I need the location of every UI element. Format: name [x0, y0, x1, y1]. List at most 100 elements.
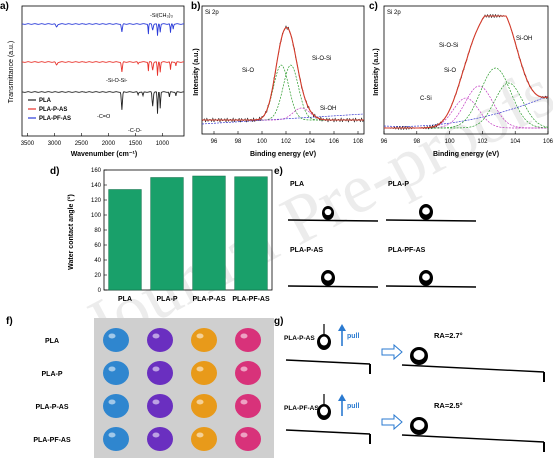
b-ylabel: Intensity (a.u.): [193, 48, 200, 95]
c-title: Si 2p: [387, 10, 401, 16]
a-xtick-label: 3000: [48, 141, 62, 147]
c-xtick-label: 96: [381, 139, 388, 145]
panel-d: 0 20 40 60 80 100 120 140 160 PLA PLA-P PLA-P-AS PL…: [50, 164, 276, 314]
c-xtick-label: 100: [445, 139, 456, 145]
g-sample-label: PLA-PF-AS: [284, 405, 319, 412]
d-category-label: PLA: [118, 296, 132, 303]
a-xtick-label: 3500: [21, 141, 35, 147]
panel-a: 3500 3000 2500 2000 1500 1000 Transmittance (…: [0, 0, 190, 160]
panel-f-label: f): [6, 316, 13, 327]
panel-b-label: b): [191, 1, 201, 12]
droplet-images: PLA PLA-P PLA-P-AS PLA-PF-AS: [287, 181, 477, 288]
f-droplet: [103, 361, 129, 385]
panel-a-label: a): [0, 1, 9, 12]
b-xtick-label: 104: [305, 139, 316, 145]
c-xtick-label: 98: [413, 139, 420, 145]
e-droplet-highlight: [422, 207, 430, 215]
contact-angle-chart: 0 20 40 60 80 100 120 140 160 PLA PLA-P PLA-P-AS PL…: [67, 168, 273, 303]
d-ytick-label: 160: [91, 168, 102, 174]
f-droplet-shine: [152, 399, 160, 405]
e-droplet-highlight: [422, 273, 430, 281]
c-annot-sio: Si-O: [444, 68, 456, 74]
d-ytick-label: 140: [91, 183, 102, 189]
c-xtick-label: 102: [477, 139, 488, 145]
f-droplet: [147, 328, 173, 352]
f-droplet-shine: [196, 333, 204, 339]
e-substrate: [385, 219, 477, 222]
xps-b-chart: 96 98 100 102 104 106 108 Si 2p Intensity (a.u…: [193, 5, 365, 158]
g-pull-arrowhead: [338, 324, 346, 331]
f-droplet: [235, 394, 261, 418]
ftir-chart: 3500 3000 2500 2000 1500 1000 Transmittance (…: [8, 5, 185, 158]
d-bar: [234, 176, 268, 291]
d-category-label: PLA-PF-AS: [232, 296, 270, 303]
f-droplet-shine: [152, 432, 160, 438]
d-category-label: PLA-P-AS: [192, 296, 225, 303]
c-annot-siosi: Si-O-Si: [439, 43, 458, 49]
f-droplet: [147, 394, 173, 418]
f-row-label: PLA: [45, 338, 59, 345]
e-substrate: [287, 219, 379, 222]
ftir-line-pla-p-as: [21, 61, 185, 76]
g-pull-arrowhead: [338, 394, 346, 401]
a-xtick-label: 1500: [129, 141, 143, 147]
legend-plap-as: PLA-P-AS: [39, 107, 67, 113]
e-droplet-highlight: [324, 273, 332, 281]
g-sample-label: PLA-P-AS: [284, 335, 315, 342]
d-ytick-label: 40: [94, 258, 101, 264]
c-xlabel: Binding energy (eV): [433, 151, 499, 158]
g-roll-angle: RA=2.5°: [434, 401, 463, 410]
b-annot-sioh: Si-OH: [320, 106, 336, 112]
a-ylabel: Transmittance (a.u.): [8, 41, 15, 103]
f-droplet: [191, 361, 217, 385]
f-droplet-shine: [240, 366, 248, 372]
f-droplet: [191, 394, 217, 418]
g-droplet-rolling-highlight: [413, 350, 425, 360]
a-annot-siosi: -Si-O-Si-: [106, 78, 128, 84]
ftir-line-pla: [21, 91, 185, 114]
e-droplet-highlight: [324, 208, 332, 216]
f-droplet: [103, 328, 129, 352]
colored-droplets-photo: PLA PLA-P PLA-P-AS PLA-PF-AS: [33, 318, 274, 458]
legend-pla: PLA: [39, 98, 52, 104]
f-droplet-shine: [108, 399, 116, 405]
panel-g: PLA-P-AS pull RA=2.7° PLA-PF-AS pull RA=2.5° …: [274, 316, 550, 459]
c-raw-data: [383, 13, 549, 131]
f-droplet: [191, 427, 217, 451]
g-droplet-rolling-highlight: [413, 420, 425, 430]
b-xlabel: Binding energy (eV): [250, 151, 316, 158]
b-xtick-label: 102: [281, 139, 292, 145]
g-substrate-right: [401, 434, 545, 443]
d-ylabel: Water contact angle (°): [67, 194, 75, 270]
e-substrate: [385, 285, 477, 288]
f-droplet-shine: [196, 366, 204, 372]
d-bar: [150, 177, 184, 291]
d-bar: [192, 175, 226, 291]
b-annot-sio: Si-O: [242, 68, 254, 74]
f-droplet-shine: [196, 399, 204, 405]
f-droplet: [191, 328, 217, 352]
b-xtick-label: 100: [257, 139, 268, 145]
panel-d-label: d): [50, 166, 60, 177]
f-droplet: [235, 361, 261, 385]
f-droplet: [147, 361, 173, 385]
f-droplet-shine: [108, 333, 116, 339]
f-droplet-shine: [108, 366, 116, 372]
f-droplet-shine: [240, 432, 248, 438]
c-ylabel: Intensity (a.u.): [373, 48, 380, 95]
g-pull-label: pull: [347, 403, 359, 410]
b-xtick-label: 96: [211, 139, 218, 145]
f-droplet-shine: [108, 432, 116, 438]
e-sample-label: PLA-P: [388, 181, 409, 188]
d-bar: [108, 189, 142, 291]
f-droplet-shine: [196, 432, 204, 438]
c-peak-sioh: [408, 82, 549, 129]
panel-g-label: g): [274, 316, 284, 327]
c-xtick-label: 106: [543, 139, 553, 145]
g-substrate-left: [285, 429, 371, 435]
panel-e: PLA PLA-P PLA-P-AS PLA-PF-AS e): [274, 166, 550, 308]
a-xtick-label: 2500: [75, 141, 89, 147]
d-category-label: PLA-P: [157, 296, 178, 303]
d-ytick-label: 20: [94, 273, 101, 279]
f-droplet-shine: [240, 333, 248, 339]
